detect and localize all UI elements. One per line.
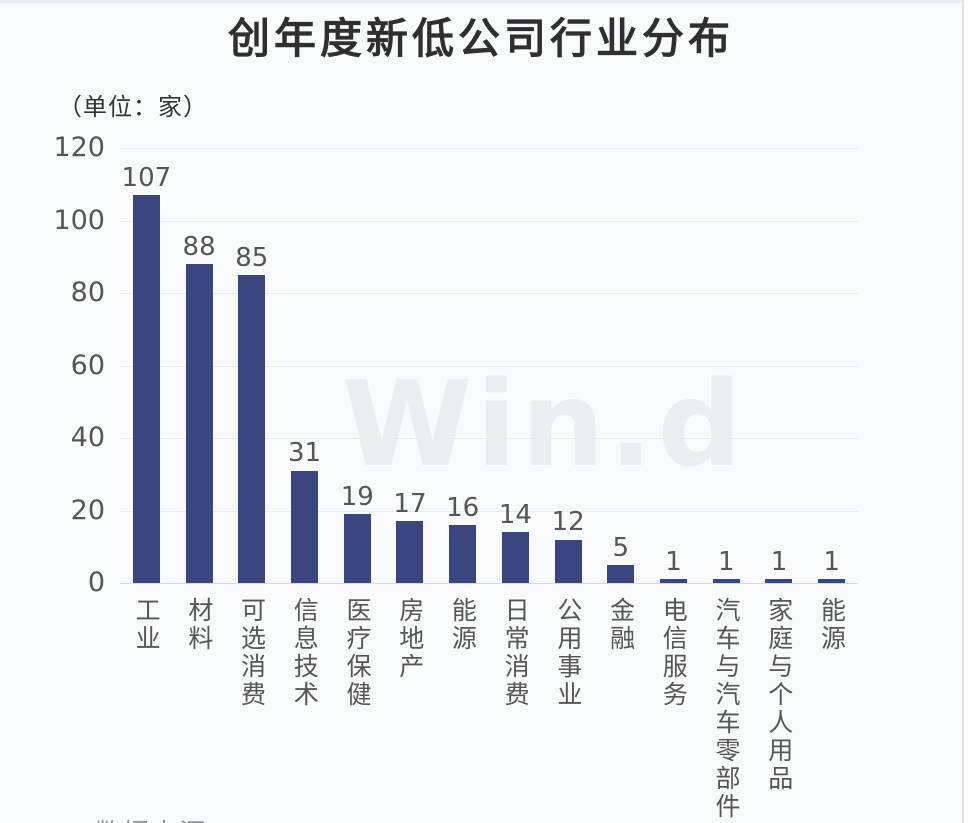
y-tick-label-20: 20 [70, 494, 105, 526]
x-axis-category-label: 家庭与个人用品 [764, 597, 794, 793]
wind-watermark: Win.d [342, 355, 746, 493]
chart-title: 创年度新低公司行业分布 [227, 14, 734, 63]
y-tick-label-120: 120 [53, 132, 105, 163]
bar [660, 579, 688, 583]
x-axis-category-label: 信息技术 [290, 597, 320, 709]
bar-value-label: 31 [287, 438, 322, 469]
x-label-cell: 材料 [173, 597, 226, 653]
bar-value-label: 12 [551, 507, 585, 538]
x-axis-category-label: 公用事业 [553, 597, 583, 709]
bar-group: 1 [647, 547, 700, 583]
y-tick-label-100: 100 [53, 204, 105, 236]
bar-group: 1 [753, 547, 806, 583]
bar [554, 539, 582, 583]
bar-group: 17 [384, 489, 437, 583]
y-tick-label-80: 80 [70, 277, 105, 308]
x-axis-category-label: 汽车与汽车零部件 [712, 597, 742, 821]
x-axis-category-label: 医疗保健 [342, 597, 372, 709]
bar [291, 470, 319, 583]
x-axis-category-label: 电信服务 [659, 597, 689, 709]
y-tick-label-0: 0 [87, 567, 105, 598]
bar-group: 19 [331, 481, 384, 583]
bar-value-label: 16 [446, 492, 480, 523]
gridline-80 [120, 293, 858, 294]
bar-series: 107 88 85 31 19 17 16 14 12 5 1 1 1 1 [120, 148, 858, 583]
x-label-cell: 金融 [594, 597, 647, 653]
bar [449, 525, 477, 583]
page-right-margin [962, 0, 976, 823]
x-axis-category-label: 能源 [817, 597, 847, 653]
plot-area [120, 148, 858, 584]
bar-group: 107 [120, 162, 173, 583]
gridline-60 [120, 365, 858, 367]
unit-label: （单位：家） [58, 93, 208, 121]
bar-group: 1 [805, 547, 858, 583]
x-label-cell: 医疗保健 [331, 597, 384, 709]
x-axis-category-label: 工业 [132, 597, 162, 653]
bar-group: 16 [436, 492, 489, 583]
bar-group: 5 [594, 532, 647, 583]
bar-value-label: 5 [612, 532, 630, 563]
x-axis-category-label: 房地产 [395, 597, 425, 681]
x-label-cell: 家庭与个人用品 [753, 597, 806, 793]
x-axis-category-label: 能源 [448, 597, 478, 653]
bar-group: 1 [700, 547, 753, 583]
x-label-cell: 电信服务 [647, 597, 700, 709]
bar-value-label: 88 [182, 231, 216, 262]
bar-group: 85 [225, 242, 278, 583]
x-label-cell: 日常消费 [489, 597, 542, 709]
x-axis-category-label: 材料 [184, 597, 214, 653]
bar [712, 579, 740, 583]
x-label-cell: 信息技术 [278, 597, 331, 709]
bar-value-label: 14 [498, 499, 532, 530]
bar [396, 521, 424, 583]
x-label-cell: 能源 [436, 597, 489, 653]
gridline-0 [120, 583, 858, 584]
x-axis-category-label: 日常消费 [501, 597, 531, 709]
bar-group: 12 [542, 507, 595, 583]
gridline-120 [120, 148, 858, 149]
x-label-cell: 公用事业 [542, 597, 595, 709]
bar-value-label: 1 [770, 547, 788, 578]
gridline-40 [120, 438, 858, 439]
bar-group: 14 [489, 499, 542, 583]
bar-value-label: 1 [665, 547, 682, 578]
x-axis-labels: 工业 材料 可选消费 信息技术 医疗保健 房地产 能源 日常消费 公用事业 金融 电信服务 汽车与汽车… [120, 597, 858, 823]
bar [343, 514, 371, 583]
bar [765, 579, 793, 583]
bar-value-label: 17 [393, 489, 427, 520]
x-label-cell: 工业 [120, 597, 173, 653]
x-label-cell: 房地产 [384, 597, 437, 681]
data-source-label: 数据来源 [95, 813, 207, 823]
bar [132, 195, 160, 583]
x-label-cell: 可选消费 [225, 597, 278, 709]
x-axis-category-label: 金融 [606, 597, 636, 653]
bar-value-label: 107 [121, 162, 172, 193]
bar [607, 564, 635, 583]
x-label-cell: 能源 [805, 597, 858, 653]
gridline-100 [120, 220, 858, 222]
bar-value-label: 19 [340, 481, 374, 512]
bar-value-label: 85 [235, 242, 269, 273]
gridline-20 [120, 510, 858, 512]
bar [185, 264, 213, 583]
bar-group: 31 [278, 440, 331, 583]
bar [501, 532, 529, 583]
x-label-cell: 汽车与汽车零部件 [700, 597, 753, 821]
y-tick-label-60: 60 [70, 349, 105, 381]
bar [818, 579, 846, 583]
x-axis-category-label: 可选消费 [237, 597, 267, 709]
bar-value-label: 1 [717, 547, 735, 578]
y-tick-label-40: 40 [70, 422, 105, 453]
bar-value-label: 1 [823, 547, 840, 578]
bar [238, 274, 266, 583]
bar-group: 88 [173, 231, 226, 583]
